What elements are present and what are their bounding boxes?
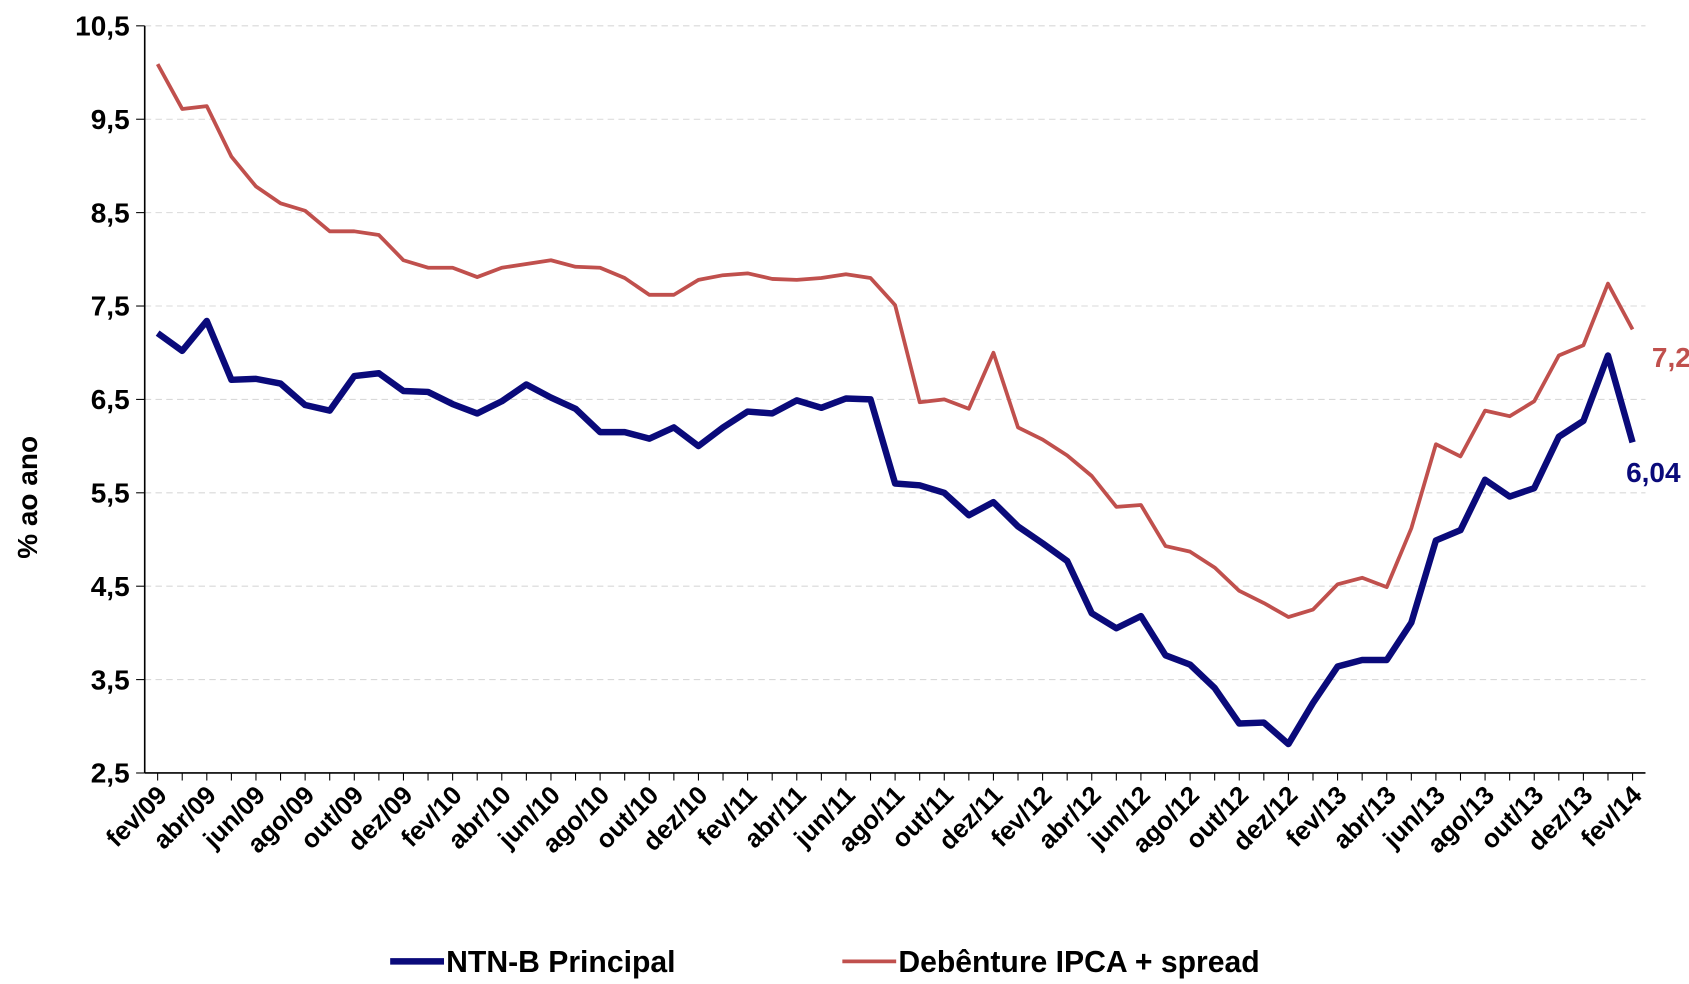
y-tick-label: 5,5	[91, 477, 130, 508]
data-label: 6,04	[1626, 457, 1681, 488]
y-tick-label: 6,5	[91, 384, 130, 415]
y-tick-label: 9,5	[91, 104, 130, 135]
line-series	[155, 317, 1636, 748]
legend-label: Debênture IPCA + spread	[898, 946, 1259, 979]
y-axis-label: % ao ano	[12, 436, 43, 559]
legend-label: NTN-B Principal	[446, 946, 675, 979]
y-tick-label: 8,5	[91, 197, 130, 228]
y-tick-label: 10,5	[75, 11, 129, 42]
y-tick-label: 4,5	[91, 571, 130, 602]
data-label: 7,25	[1652, 342, 1689, 373]
y-tick-label: 7,5	[91, 291, 130, 322]
line-series	[155, 63, 1635, 619]
y-tick-label: 3,5	[91, 664, 130, 695]
y-tick-label: 2,5	[91, 758, 130, 789]
